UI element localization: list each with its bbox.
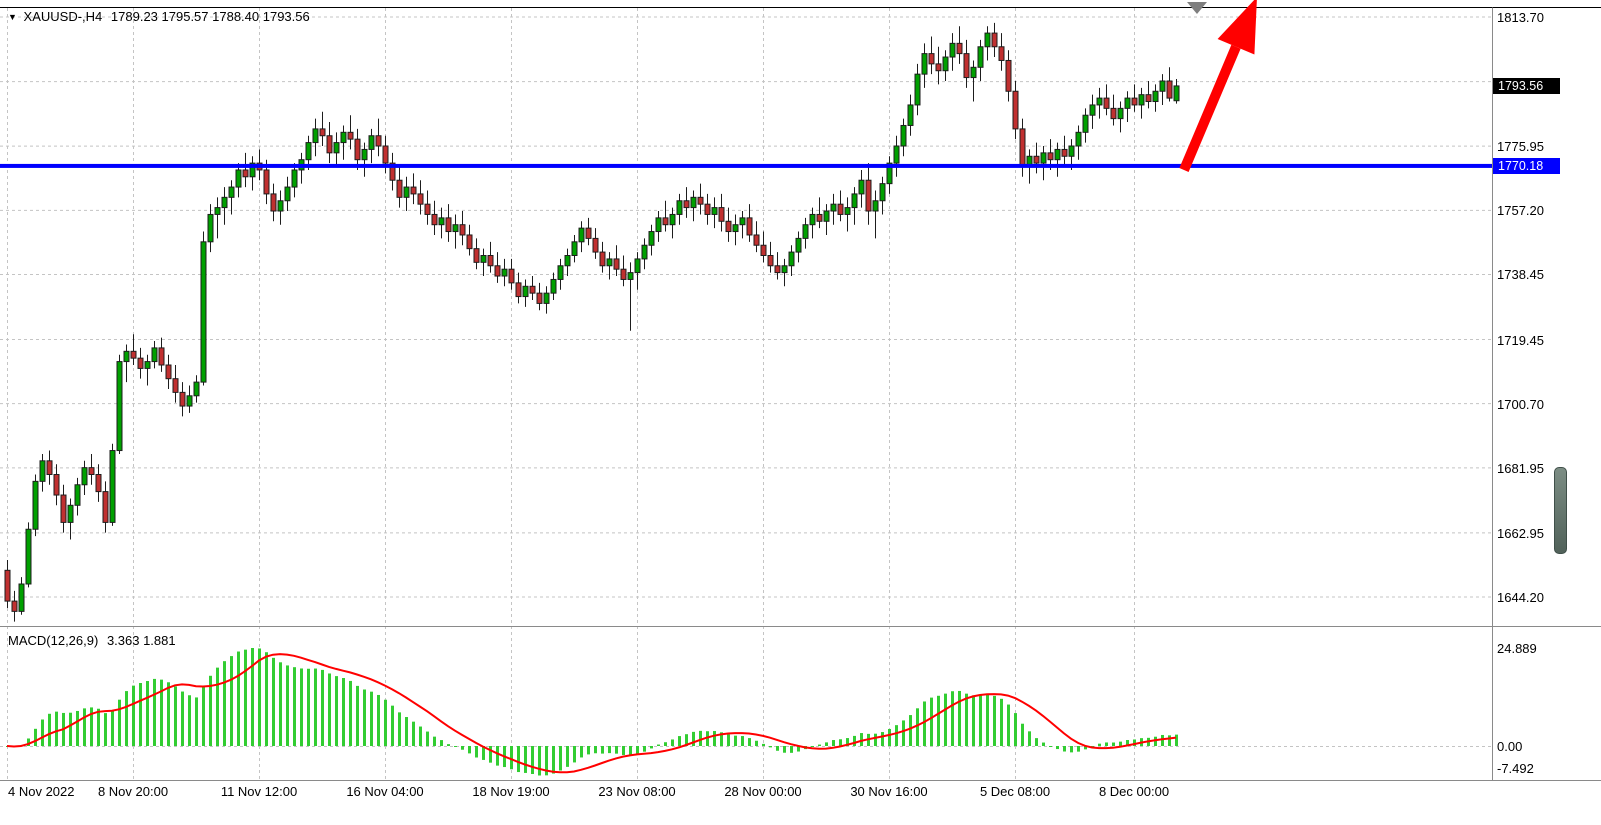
macd-signal-line xyxy=(6,653,1177,774)
time-tick-label: 4 Nov 2022 xyxy=(8,784,75,799)
indicator-label: MACD(12,26,9) 3.363 1.881 xyxy=(8,633,176,648)
price-tick-label: 1644.20 xyxy=(1497,590,1544,605)
chart-header: ▼ XAUUSD-,H4 1789.23 1795.57 1788.40 179… xyxy=(8,9,310,24)
time-tick-label: 5 Dec 08:00 xyxy=(979,784,1051,799)
macd-tick-label: 0.00 xyxy=(1497,739,1523,754)
support-line[interactable] xyxy=(0,163,1492,168)
scrollbar-thumb[interactable] xyxy=(1554,467,1567,554)
down-triangle-marker-icon[interactable] xyxy=(1187,2,1207,14)
macd-tick-label: -7.492 xyxy=(1497,761,1534,776)
symbol-timeframe-label: XAUUSD-,H4 xyxy=(23,9,103,24)
price-tick-label: 1813.70 xyxy=(1497,10,1544,25)
indicator-values: 3.363 1.881 xyxy=(106,633,176,648)
time-tick-label: 8 Nov 20:00 xyxy=(97,784,169,799)
indicator-name: MACD(12,26,9) xyxy=(8,633,99,648)
price-tick-label: 1738.45 xyxy=(1497,267,1544,283)
time-tick-label: 28 Nov 00:00 xyxy=(724,784,802,799)
current-price-badge: 1793.56 xyxy=(1493,77,1560,94)
macd-tick-label: 24.889 xyxy=(1497,641,1537,656)
price-tick-label: 1757.20 xyxy=(1497,203,1544,219)
grid-lines xyxy=(0,8,1492,780)
pane-borders xyxy=(0,7,1601,781)
hline-price-badge: 1770.18 xyxy=(1493,157,1560,174)
time-tick-label: 23 Nov 08:00 xyxy=(598,784,676,799)
macd-histogram xyxy=(6,648,1178,776)
time-tick-label: 8 Dec 00:00 xyxy=(1098,784,1170,799)
candles xyxy=(4,22,1180,622)
ohlc-values: 1789.23 1795.57 1788.40 1793.56 xyxy=(110,9,310,24)
symbol-dropdown-icon[interactable]: ▼ xyxy=(8,12,17,22)
time-tick-label: 30 Nov 16:00 xyxy=(850,784,928,799)
time-tick-label: 18 Nov 19:00 xyxy=(472,784,550,799)
price-tick-label: 1700.70 xyxy=(1497,396,1544,412)
trend-arrow[interactable] xyxy=(1179,0,1257,172)
time-tick-label: 16 Nov 04:00 xyxy=(346,784,424,799)
price-tick-label: 1662.95 xyxy=(1497,525,1544,541)
price-tick-label: 1775.95 xyxy=(1497,139,1544,155)
price-tick-label: 1681.95 xyxy=(1497,460,1544,476)
price-tick-label: 1719.45 xyxy=(1497,332,1544,348)
time-tick-label: 11 Nov 12:00 xyxy=(220,784,298,799)
